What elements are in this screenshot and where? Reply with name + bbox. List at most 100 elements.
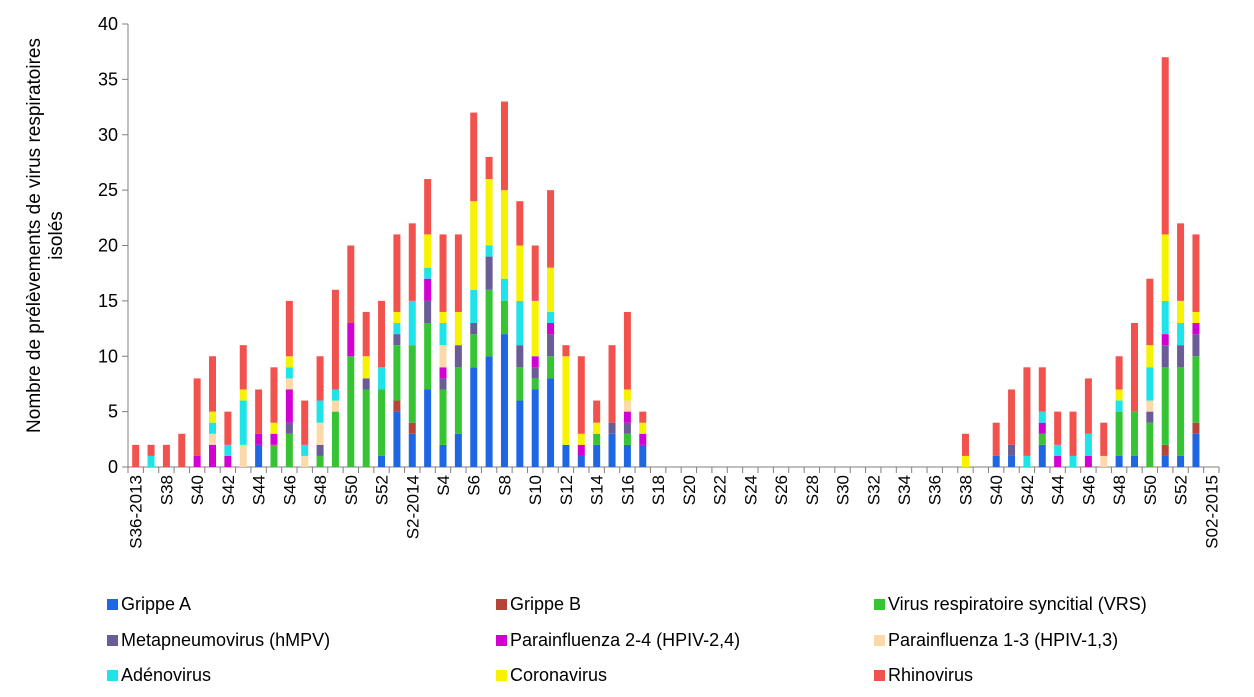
bar-segment — [1100, 422, 1108, 456]
bar-segment — [1008, 389, 1016, 445]
bar-segment — [301, 444, 309, 456]
bar-segment — [1161, 234, 1169, 301]
bar-segment — [224, 411, 232, 445]
bar-segment — [331, 389, 339, 401]
bar-segment — [316, 422, 324, 445]
chart-legend: Grippe A Grippe B Virus respiratoire synci… — [0, 590, 1254, 697]
x-tick-label: S12 — [557, 475, 576, 505]
bar-segment — [239, 345, 247, 390]
bar-segment — [562, 444, 570, 467]
x-tick-label: S44 — [1049, 475, 1068, 505]
bar-segment — [255, 444, 263, 467]
bar-segment — [623, 389, 631, 401]
bar-segment — [439, 323, 447, 346]
bar-segment — [1038, 411, 1046, 423]
bar-segment — [1161, 345, 1169, 368]
y-tick-label: 35 — [98, 69, 118, 89]
bar-segment — [209, 444, 217, 467]
x-tick-label: S40 — [987, 475, 1006, 505]
legend-item: Metapneumovirus (hMPV) — [107, 630, 330, 651]
bar-segment — [623, 422, 631, 434]
legend-label: Metapneumovirus (hMPV) — [121, 630, 331, 650]
bar-segment — [408, 433, 416, 467]
y-tick-label: 40 — [98, 14, 118, 34]
x-tick-label: S38 — [956, 475, 975, 505]
bar-segment — [531, 300, 539, 357]
legend-swatch — [107, 670, 118, 681]
bar-segment — [239, 400, 247, 445]
bar-segment — [1161, 334, 1169, 346]
y-axis-title: Nombre de prélèvements de virus respirat… — [24, 38, 67, 433]
bar-segment — [255, 389, 263, 434]
bar-segment — [193, 455, 201, 467]
bar-segment — [1008, 444, 1016, 456]
bar-segment — [577, 433, 585, 445]
legend-item: Grippe A — [107, 594, 191, 615]
bar-segment — [608, 345, 616, 423]
bar-segment — [547, 334, 555, 357]
x-tick-label: S42 — [219, 475, 238, 505]
bar-segment — [992, 455, 1000, 467]
legend-label: Rhinovirus — [888, 665, 974, 685]
bar-segment — [1146, 278, 1154, 346]
x-tick-label: S28 — [803, 475, 822, 505]
bar-segment — [285, 378, 293, 390]
bar-segment — [562, 345, 570, 357]
x-tick-label: S24 — [741, 475, 760, 505]
bar-segment — [270, 433, 278, 445]
bar-segment — [270, 367, 278, 423]
bar-segment — [577, 444, 585, 456]
bar-segment — [362, 378, 370, 390]
x-tick-label: S2-2014 — [403, 475, 422, 539]
bar-segment — [1054, 455, 1062, 467]
bar-segment — [224, 455, 232, 467]
bar-segment — [1023, 367, 1031, 456]
x-tick-label: S6 — [465, 475, 484, 496]
bar-segment — [285, 389, 293, 423]
bar-segment — [1038, 433, 1046, 445]
bar-segment — [454, 234, 462, 312]
legend-item: Rhinovirus — [874, 665, 973, 686]
x-tick-label: S14 — [588, 475, 607, 505]
bar-segment — [393, 311, 401, 324]
bar-segment — [1115, 400, 1123, 412]
bar-segment — [1023, 455, 1031, 467]
bar-segment — [961, 455, 969, 467]
bar-segment — [500, 334, 508, 467]
bar-segment — [301, 455, 309, 467]
y-tick-label: 10 — [98, 346, 118, 366]
bar-segment — [424, 323, 432, 390]
x-tick-label: S40 — [188, 475, 207, 505]
legend-label: Grippe B — [510, 594, 582, 614]
bar-segment — [547, 190, 555, 268]
bar-segment — [623, 400, 631, 412]
x-tick-label: S42 — [1018, 475, 1037, 505]
bar-segment — [1130, 455, 1138, 467]
bar-segment — [639, 411, 647, 423]
legend-label: Adénovirus — [121, 665, 212, 685]
legend-swatch — [107, 599, 118, 610]
bar-segment — [439, 367, 447, 379]
bar-segment — [393, 323, 401, 335]
bar-segment — [424, 389, 432, 467]
bar-segment — [577, 455, 585, 467]
bar-segment — [270, 422, 278, 434]
bar-segment — [593, 444, 601, 467]
bar-segment — [531, 389, 539, 467]
bar-segment — [1069, 455, 1077, 467]
bar-segment — [1115, 455, 1123, 467]
bar-segment — [393, 234, 401, 312]
bar-segment — [516, 245, 524, 301]
bar-segment — [362, 389, 370, 467]
bar-segment — [1115, 389, 1123, 401]
bar-segment — [255, 433, 263, 445]
bar-segment — [1192, 356, 1200, 423]
bar-segment — [393, 334, 401, 346]
x-tick-label: S20 — [680, 475, 699, 505]
x-tick-label: S10 — [526, 475, 545, 505]
bar-segment — [1084, 433, 1092, 456]
bar-segment — [393, 345, 401, 401]
bar-segment — [1161, 367, 1169, 445]
bar-segment — [209, 356, 217, 412]
x-tick-label: S52 — [373, 475, 392, 505]
